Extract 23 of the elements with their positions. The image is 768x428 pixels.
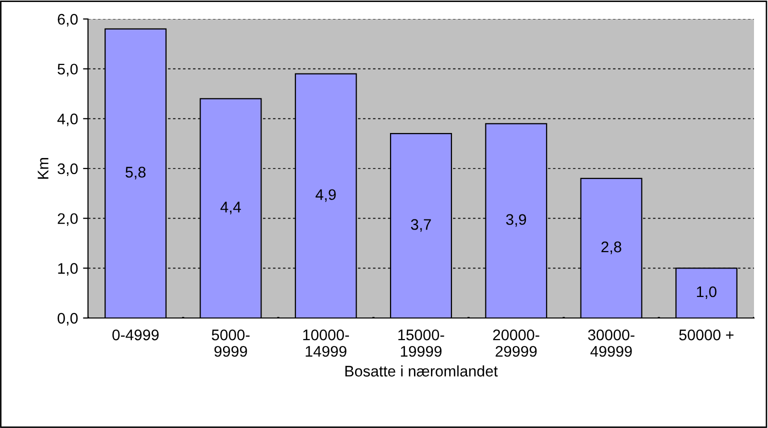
x-axis-title: Bosatte i næromlandet <box>345 365 498 377</box>
y-tick-label: 2,0 <box>58 213 78 226</box>
x-tick-label: 5000- 9999 <box>212 330 250 357</box>
data-label: 4,4 <box>220 202 241 214</box>
data-label: 3,7 <box>410 219 431 232</box>
y-axis-title: Km <box>38 158 48 179</box>
x-tick-label: 15000- 19999 <box>398 330 444 357</box>
data-label: 1,0 <box>696 286 716 299</box>
data-label: 4,9 <box>316 189 336 202</box>
y-tick-label: 5,0 <box>58 64 78 76</box>
data-label: 3,9 <box>506 214 526 227</box>
x-tick-label: 50000 + <box>679 330 734 340</box>
data-label: 2,8 <box>601 242 622 254</box>
x-tick-label: 10000- 14999 <box>303 330 349 357</box>
x-tick-label: 20000- 29999 <box>493 330 540 357</box>
y-tick-label: 6,0 <box>58 14 78 26</box>
data-label: 5,8 <box>126 166 146 180</box>
x-tick-label: 0-4999 <box>112 330 159 340</box>
y-tick-label: 0,0 <box>58 312 78 326</box>
y-tick-label: 4,0 <box>57 114 78 126</box>
x-tick-label: 30000- 49999 <box>588 330 634 357</box>
y-tick-label: 3,0 <box>58 163 78 176</box>
y-tick-label: 1,0 <box>58 263 78 276</box>
